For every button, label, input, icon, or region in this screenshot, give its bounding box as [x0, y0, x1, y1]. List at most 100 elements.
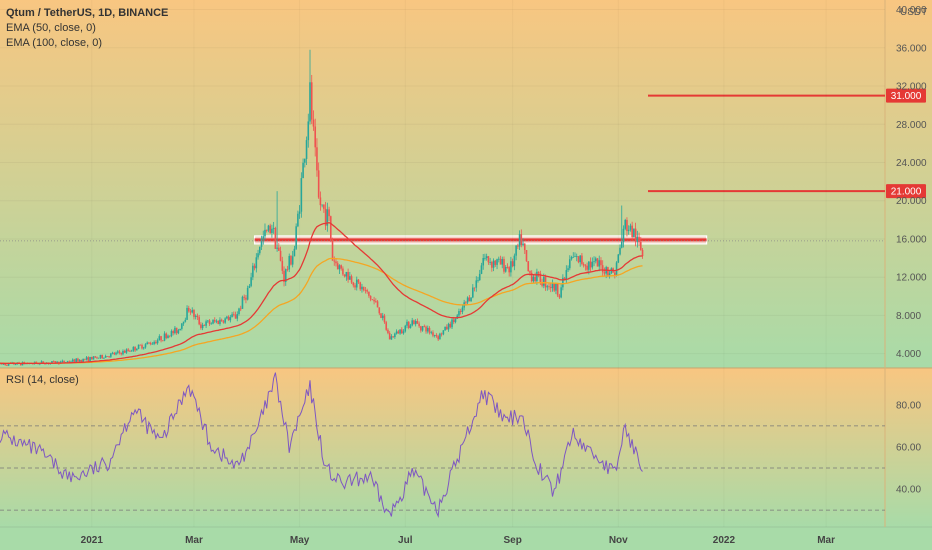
candle — [404, 324, 407, 333]
candle — [629, 223, 632, 232]
candle — [310, 74, 313, 125]
candle — [451, 317, 453, 330]
candle — [158, 334, 161, 341]
candle — [255, 253, 258, 273]
candle — [354, 283, 356, 291]
candle — [125, 348, 128, 354]
candle — [420, 325, 422, 333]
candle — [284, 268, 287, 286]
candle — [271, 224, 273, 238]
candle — [227, 315, 230, 321]
candle — [111, 351, 114, 355]
candle — [581, 252, 583, 266]
candle — [233, 311, 235, 317]
candle — [444, 326, 446, 331]
price-pane-background — [0, 0, 932, 368]
ema-100-line — [0, 257, 643, 365]
candle — [472, 284, 474, 299]
candle — [184, 317, 187, 323]
rsi-legend: RSI (14, close) — [6, 374, 79, 386]
candle — [316, 138, 318, 177]
candle — [619, 244, 621, 256]
candle — [568, 255, 571, 271]
candle — [426, 325, 429, 334]
candle — [373, 296, 375, 305]
candle — [435, 333, 438, 338]
currency-label: USDT — [900, 7, 927, 18]
candle — [406, 319, 408, 329]
candle — [347, 268, 349, 283]
candle — [253, 263, 256, 271]
candle — [262, 230, 265, 245]
candle — [503, 256, 505, 274]
candle — [175, 327, 178, 335]
candle — [522, 238, 524, 247]
candle — [366, 288, 368, 294]
candle — [217, 320, 220, 325]
candle — [627, 225, 630, 235]
candle — [506, 263, 509, 269]
candle — [425, 325, 427, 334]
date-tick-label: 2021 — [81, 535, 104, 546]
candle — [523, 243, 526, 255]
candle — [454, 318, 457, 324]
candle — [338, 264, 341, 275]
price-tick-label: 40.000 — [896, 5, 927, 16]
candle — [108, 355, 110, 359]
date-tick-label: Mar — [817, 535, 835, 546]
candle — [198, 314, 200, 326]
candle — [212, 319, 214, 325]
candle — [156, 338, 159, 345]
candle — [574, 252, 576, 258]
candle — [92, 356, 95, 360]
rsi-axis-ticks: 40.00 60.00 80.00 — [896, 400, 921, 495]
candle — [446, 324, 448, 330]
candle — [487, 255, 490, 265]
candle — [207, 319, 209, 323]
candle — [608, 269, 611, 279]
candle — [130, 349, 133, 352]
candle — [362, 286, 365, 292]
candle — [165, 332, 168, 340]
price-axis-ticks: 4.000 8.000 12.000 16.000 20.000 24.000 28.000… — [896, 5, 927, 360]
candle — [342, 266, 344, 276]
candle — [317, 162, 320, 199]
resistance-zone — [253, 235, 708, 245]
candle — [371, 299, 374, 301]
candle — [449, 321, 452, 329]
candle — [485, 253, 488, 261]
candle — [89, 356, 91, 362]
candle — [383, 313, 386, 324]
candle — [120, 352, 123, 356]
candle — [468, 294, 471, 302]
candle — [203, 324, 206, 326]
candle — [231, 312, 233, 318]
candle — [101, 354, 103, 360]
price-tick-label: 16.000 — [896, 234, 927, 245]
candle — [562, 274, 564, 291]
candle — [75, 357, 78, 363]
candle — [414, 319, 417, 327]
candle — [335, 258, 337, 267]
candle — [122, 349, 124, 356]
candle — [352, 281, 355, 288]
candle — [361, 283, 363, 293]
candle — [336, 261, 339, 270]
candle — [515, 245, 517, 261]
candle — [359, 281, 362, 291]
candle — [411, 317, 413, 327]
candle — [104, 354, 107, 358]
candle — [137, 344, 140, 350]
candle — [153, 340, 155, 346]
candle — [298, 205, 301, 219]
candle — [129, 349, 131, 352]
candle — [497, 256, 500, 263]
candle — [430, 330, 433, 335]
candle — [565, 265, 568, 284]
candle — [401, 327, 403, 334]
candle — [409, 323, 412, 329]
candle — [381, 312, 384, 321]
price-tick-label: 20.000 — [896, 196, 927, 207]
candle — [357, 278, 360, 285]
candle — [265, 229, 268, 233]
